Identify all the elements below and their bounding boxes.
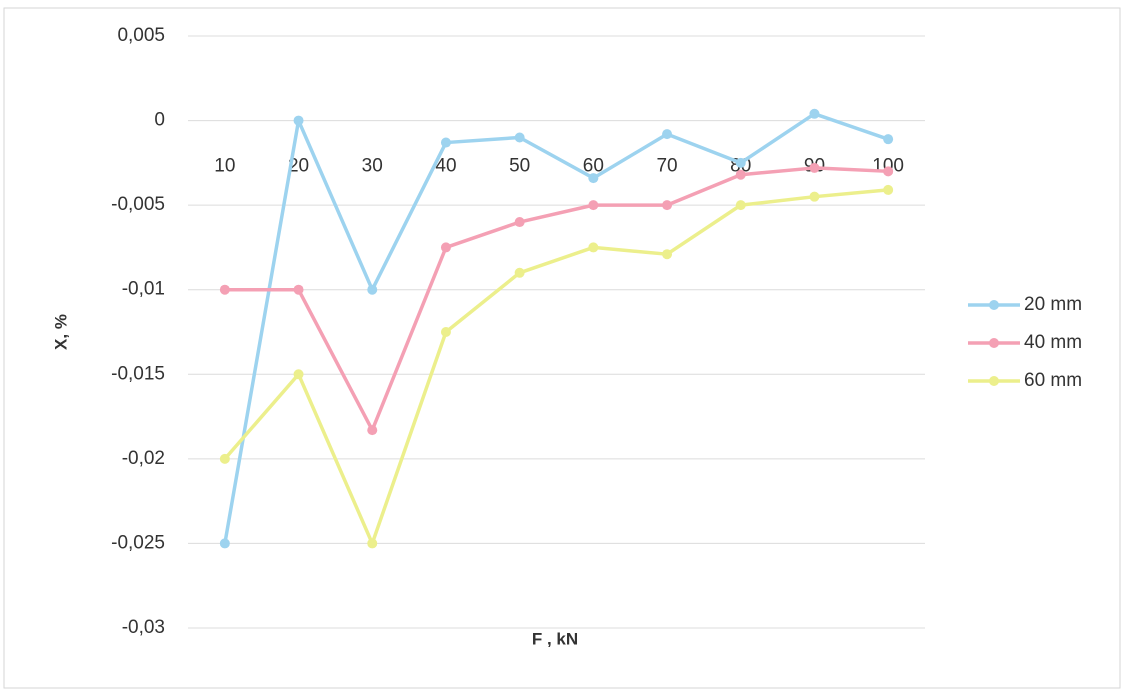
data-point xyxy=(367,284,378,295)
data-point xyxy=(514,132,525,143)
data-point xyxy=(440,242,451,253)
data-point xyxy=(219,284,230,295)
data-point xyxy=(588,200,599,211)
x-tick-label: 40 xyxy=(435,156,456,177)
data-point xyxy=(662,200,673,211)
data-point xyxy=(514,217,525,228)
series-line xyxy=(223,112,889,544)
x-tick-label: 70 xyxy=(656,156,677,177)
x-tick-label: 60 xyxy=(583,156,604,177)
y-axis-title: X, % xyxy=(51,314,70,350)
data-point xyxy=(809,162,820,173)
y-tick-label: -0,025 xyxy=(111,532,165,553)
y-tick-label: 0 xyxy=(154,110,165,131)
y-tick-label: -0,03 xyxy=(122,617,165,638)
chart-border xyxy=(3,7,1121,689)
data-point xyxy=(367,425,378,436)
data-point xyxy=(735,157,746,168)
data-point xyxy=(735,200,746,211)
x-tick-label: 50 xyxy=(509,156,530,177)
data-point xyxy=(809,108,820,119)
data-point xyxy=(662,129,673,140)
y-tick-label: -0,015 xyxy=(111,363,165,384)
data-point xyxy=(293,284,304,295)
legend-marker xyxy=(989,338,999,348)
data-point xyxy=(809,191,820,202)
data-point xyxy=(883,166,894,177)
data-point xyxy=(367,538,378,549)
y-tick-label: -0,005 xyxy=(111,194,165,215)
data-point xyxy=(219,453,230,464)
x-axis-title: F , kN xyxy=(532,629,578,648)
data-point xyxy=(293,369,304,380)
data-point xyxy=(514,267,525,278)
y-tick-label: 0,005 xyxy=(117,25,165,46)
legend-marker xyxy=(989,376,999,386)
y-tick-label: -0,01 xyxy=(122,279,165,300)
series-line xyxy=(224,166,889,432)
data-point xyxy=(883,184,894,195)
y-tick-label: -0,02 xyxy=(122,448,165,469)
data-point xyxy=(219,538,230,549)
x-tick-label: 30 xyxy=(362,156,383,177)
data-point xyxy=(662,249,673,260)
data-point xyxy=(440,137,451,148)
legend-label: 60 mm xyxy=(1024,370,1082,391)
data-point xyxy=(588,173,599,184)
legend-label: 20 mm xyxy=(1024,294,1082,315)
data-point xyxy=(293,115,304,126)
data-point xyxy=(735,169,746,180)
data-point xyxy=(440,327,451,337)
legend-marker xyxy=(989,300,999,310)
series-line xyxy=(223,188,889,546)
data-point xyxy=(588,242,599,253)
data-point xyxy=(883,134,894,145)
x-tick-label: 10 xyxy=(214,156,235,177)
legend-label: 40 mm xyxy=(1024,332,1082,353)
